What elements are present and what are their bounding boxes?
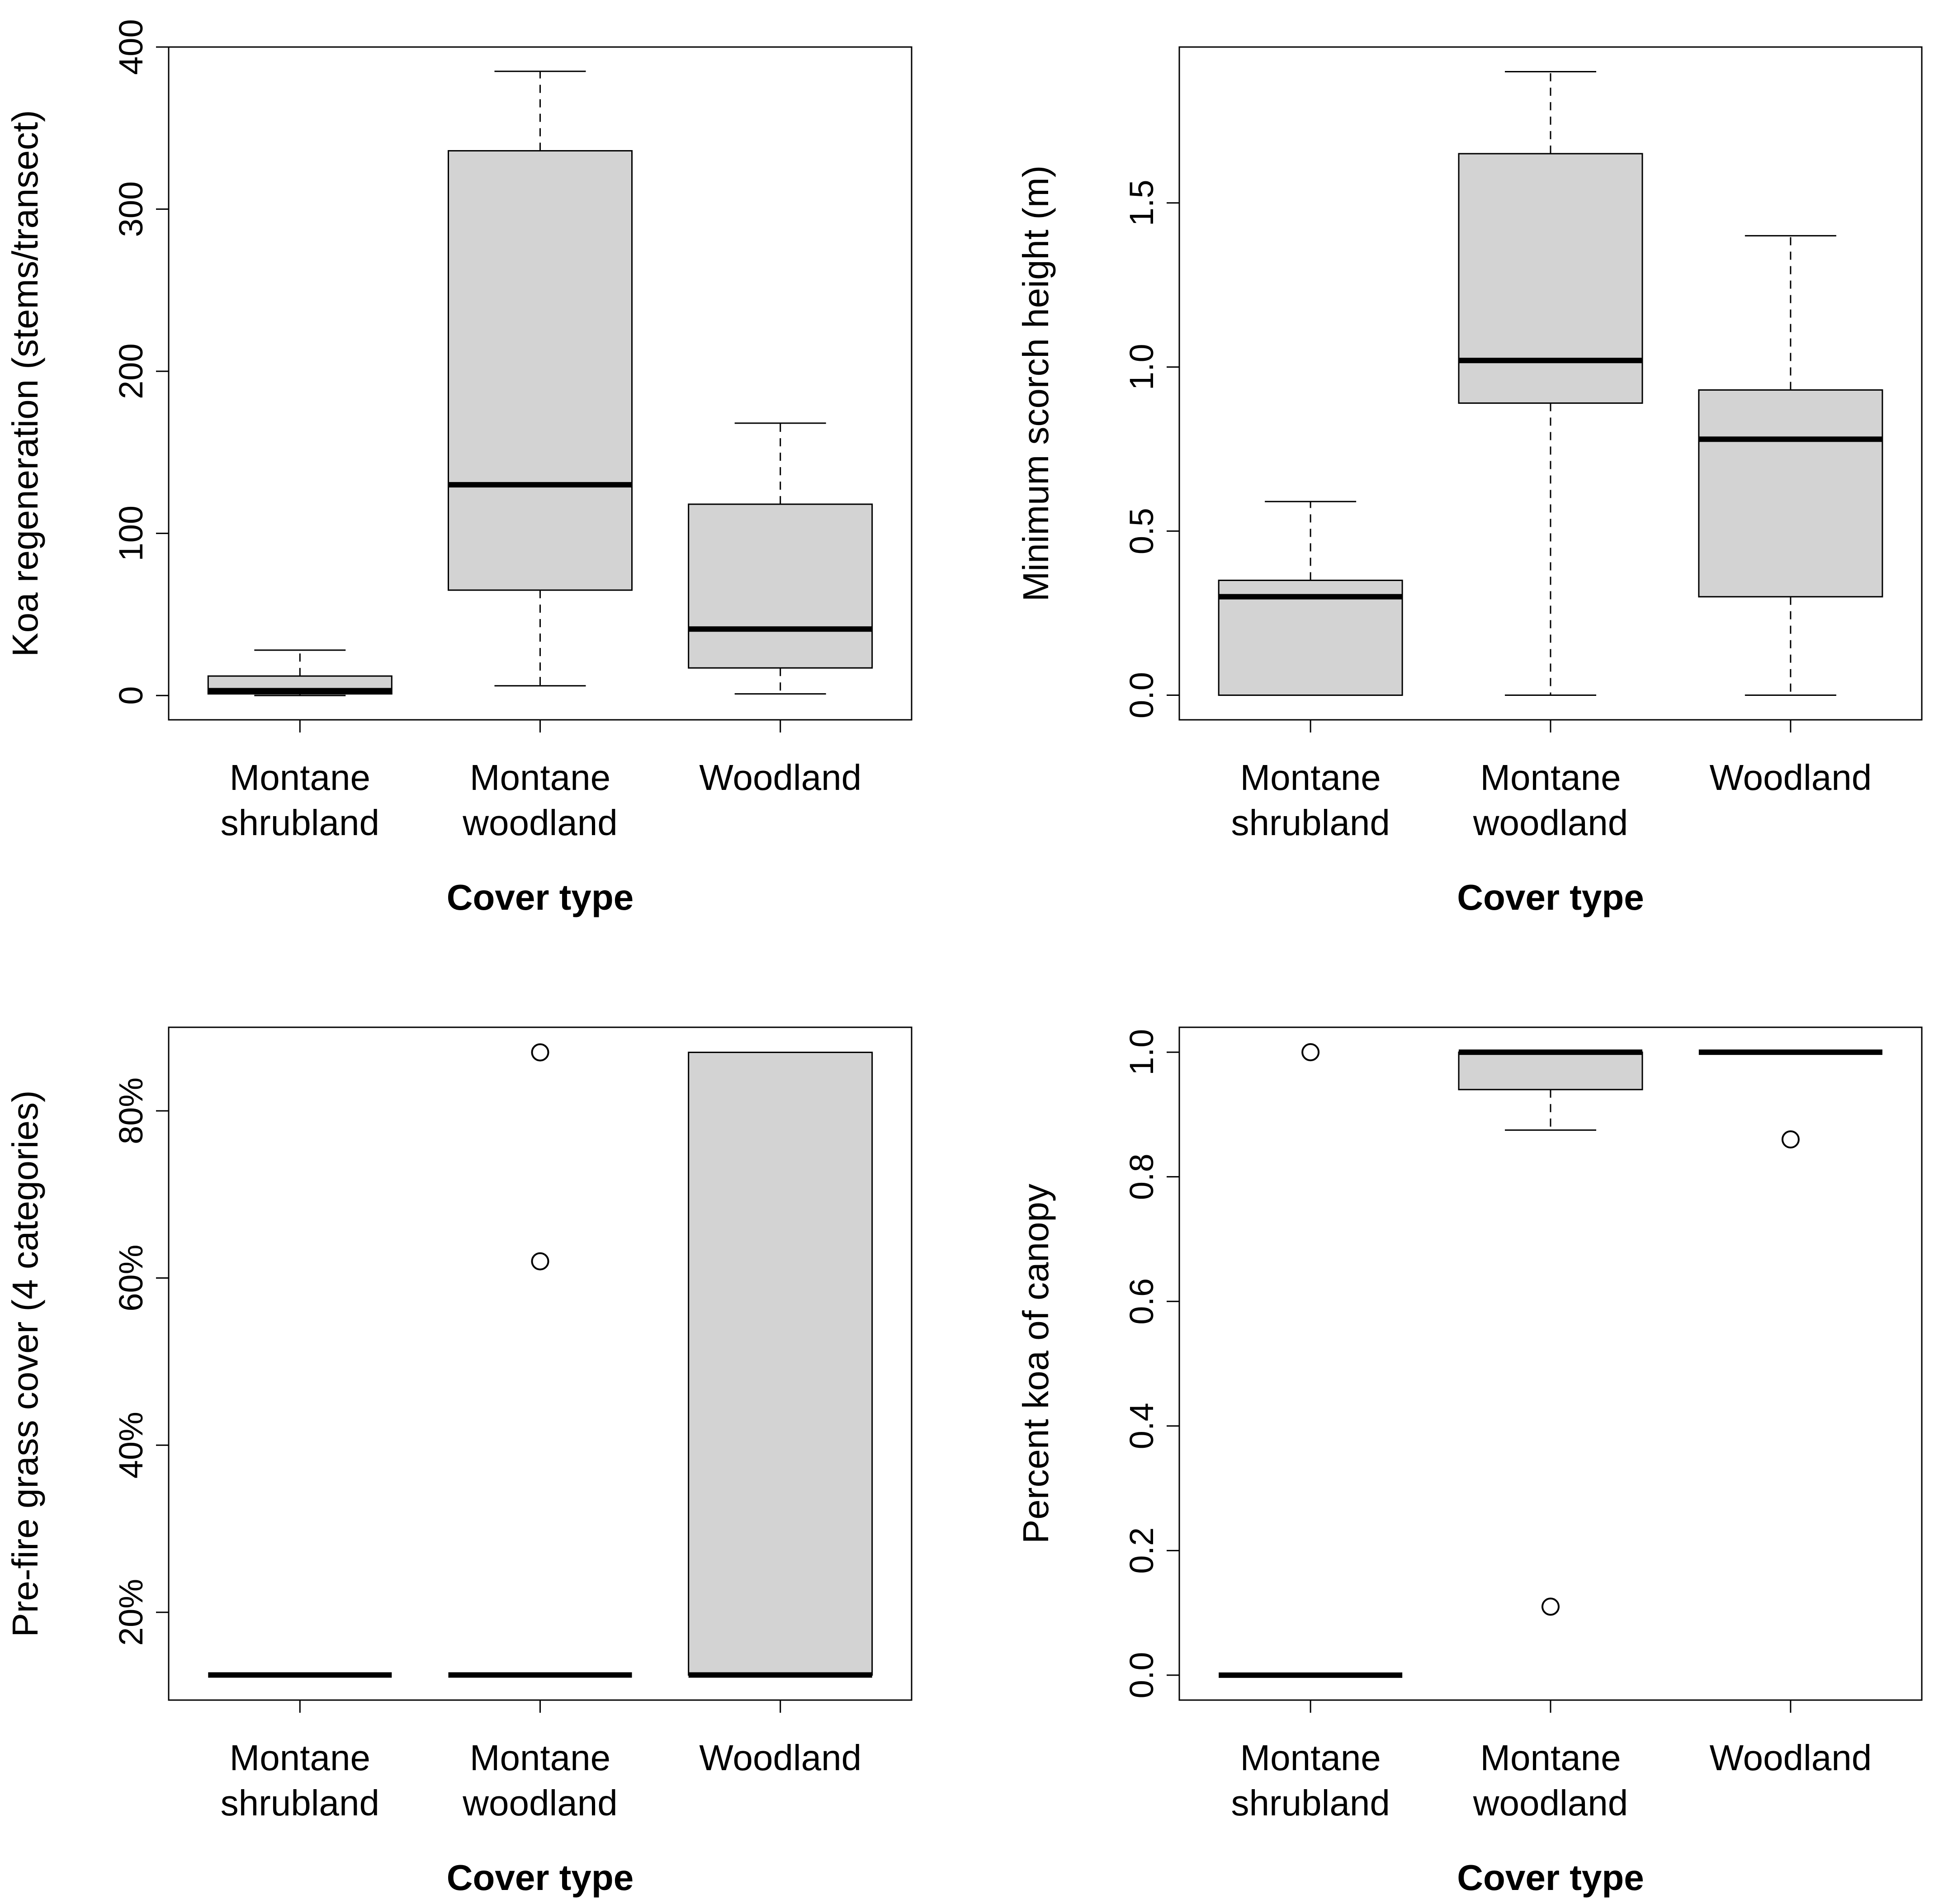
y-axis-title: Percent koa of canopy	[1016, 1184, 1056, 1544]
box-3	[688, 1051, 873, 1678]
box-body	[688, 1051, 873, 1676]
y-tick-label: 40%	[112, 1412, 150, 1479]
outlier-point	[1542, 1597, 1560, 1616]
x-tick-label-line: Woodland	[699, 757, 861, 798]
x-tick-label-line: Montane	[1240, 1738, 1381, 1778]
y-tick-label: 0.0	[1123, 672, 1160, 718]
y-tick-label: 20%	[112, 1579, 150, 1646]
y-tick-label: 0	[112, 686, 150, 705]
box-body	[1458, 1051, 1643, 1091]
y-tick-label: 60%	[112, 1244, 150, 1311]
outlier-point	[1781, 1130, 1800, 1148]
y-tick-label: 1.0	[1123, 1029, 1160, 1076]
x-axis-title: Cover type	[447, 877, 634, 917]
outlier-point	[1301, 1043, 1320, 1062]
y-tick-label: 400	[112, 19, 150, 75]
x-tick-label-line: woodland	[462, 1783, 618, 1823]
x-tick-label-line: shrubland	[221, 803, 379, 843]
y-tick-label: 0.6	[1123, 1278, 1160, 1325]
y-tick-label: 80%	[112, 1077, 150, 1144]
box-body	[1698, 389, 1883, 598]
x-tick-label: Montane shrubland	[221, 1738, 379, 1823]
y-axis-title: Minimum scorch height (m)	[1016, 165, 1056, 602]
y-axis-title: Pre-fire grass cover (4 categories)	[5, 1090, 45, 1637]
y-tick-label: 0.5	[1123, 508, 1160, 554]
y-tick-label: 0.4	[1123, 1403, 1160, 1449]
x-tick-label-line: Montane	[230, 1738, 370, 1778]
x-tick-label: Montane shrubland	[221, 757, 379, 843]
box-body	[1458, 153, 1643, 404]
x-tick-label: Montane shrubland	[1231, 1738, 1390, 1823]
x-tick-label-line: shrubland	[1231, 803, 1390, 843]
x-tick-label: Woodland	[699, 1738, 861, 1778]
x-tick-label: Woodland	[1709, 1738, 1872, 1778]
x-tick-label: Montane shrubland	[1231, 757, 1390, 843]
outlier-point	[531, 1252, 549, 1271]
x-axis-title: Cover type	[1457, 1857, 1644, 1898]
x-tick-label-line: woodland	[1473, 803, 1628, 843]
x-tick-label: Montane woodland	[1473, 1738, 1628, 1823]
x-tick-label-line: Montane	[470, 757, 610, 798]
box-1	[1219, 1043, 1403, 1678]
y-tick-label: 0.8	[1123, 1153, 1160, 1200]
box-body	[1218, 580, 1403, 696]
box-3	[1698, 1049, 1882, 1148]
x-tick-label-line: Montane	[470, 1738, 610, 1778]
x-tick-label-line: woodland	[462, 803, 618, 843]
x-tick-label-line: Montane	[1480, 757, 1621, 798]
box-2	[448, 1043, 632, 1678]
chart-panel-2: 0.0 0.5 1.0 1.5 Montane shrubland Montane woodl…	[1016, 46, 1923, 917]
x-tick-label-line: Montane	[1240, 757, 1381, 798]
x-tick-label-line: Woodland	[1709, 1738, 1872, 1778]
box-3	[688, 422, 873, 695]
chart-panel-3: 20% 40% 60% 80% Montane shrubland Montane woodl…	[5, 1026, 913, 1898]
box-1	[1218, 501, 1403, 696]
y-tick-label: 300	[112, 181, 150, 237]
x-tick-label-line: woodland	[1473, 1783, 1628, 1823]
chart-panel-1: 0 100 200 300 400 Montane shrubland Montane wood…	[5, 19, 913, 917]
x-tick-label-line: shrubland	[1231, 1783, 1390, 1823]
y-tick-label: 0.0	[1123, 1652, 1160, 1698]
x-tick-label: Woodland	[1709, 757, 1872, 798]
y-axis-title: Koa regeneration (stems/transect)	[5, 110, 45, 657]
y-tick-label: 200	[112, 343, 150, 399]
box-body	[688, 503, 873, 669]
y-tick-label: 100	[112, 506, 150, 561]
x-axis-title: Cover type	[447, 1857, 634, 1898]
box-1	[207, 649, 392, 696]
x-tick-label-line: Woodland	[699, 1738, 861, 1778]
x-tick-label: Montane woodland	[1473, 757, 1628, 843]
box-body	[448, 150, 633, 591]
box-2	[1458, 71, 1643, 696]
box-3	[1698, 235, 1883, 696]
outlier-point	[531, 1043, 549, 1062]
y-tick-label: 1.5	[1123, 180, 1160, 226]
x-tick-label: Montane woodland	[462, 757, 618, 843]
box-2	[448, 71, 633, 687]
box-2	[1458, 1049, 1643, 1616]
x-tick-label-line: Montane	[230, 757, 370, 798]
x-tick-label-line: Woodland	[1709, 757, 1872, 798]
y-tick-label: 0.2	[1123, 1527, 1160, 1574]
x-tick-label-line: shrubland	[221, 1783, 379, 1823]
x-tick-label: Montane woodland	[462, 1738, 618, 1823]
x-tick-label: Woodland	[699, 757, 861, 798]
x-tick-label-line: Montane	[1480, 1738, 1621, 1778]
x-axis-title: Cover type	[1457, 877, 1644, 917]
y-tick-label: 1.0	[1123, 344, 1160, 390]
